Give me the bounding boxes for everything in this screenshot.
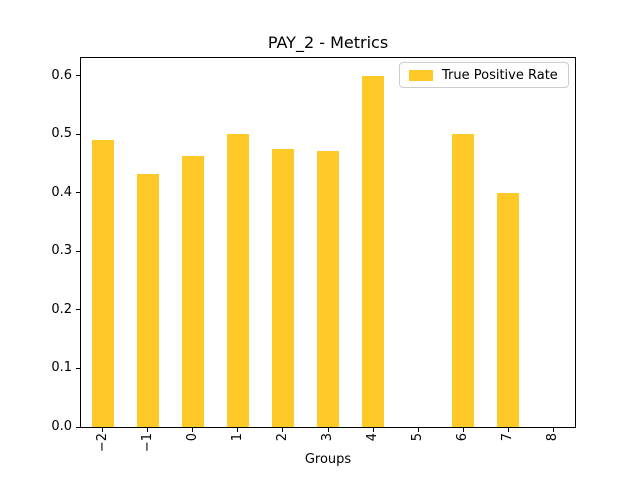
x-tick-mark bbox=[102, 428, 104, 432]
y-tick-mark bbox=[76, 133, 80, 135]
y-tick-mark bbox=[76, 250, 80, 252]
x-tick-mark bbox=[237, 428, 239, 432]
x-tick-mark bbox=[147, 428, 149, 432]
y-tick-label: 0.2 bbox=[51, 301, 72, 317]
bar-group-2 bbox=[271, 148, 294, 427]
y-tick-mark bbox=[76, 192, 80, 194]
legend-swatch-icon bbox=[409, 69, 433, 81]
y-tick-label: 0.0 bbox=[51, 419, 72, 434]
chart-title: PAY_2 - Metrics bbox=[267, 33, 389, 52]
y-tick-label: 0.6 bbox=[51, 67, 72, 83]
x-tick-mark bbox=[507, 428, 509, 432]
x-tick-mark bbox=[372, 428, 374, 432]
y-tick-mark bbox=[76, 75, 80, 77]
bar-group-7 bbox=[497, 192, 520, 427]
bar-group-6 bbox=[452, 134, 475, 427]
y-tick-label: 0.1 bbox=[51, 360, 72, 376]
bar-group-3 bbox=[317, 150, 339, 427]
bar-group-−2 bbox=[91, 140, 114, 427]
y-tick-mark bbox=[76, 309, 80, 311]
x-tick-mark bbox=[552, 428, 554, 432]
legend-label: True Positive Rate bbox=[442, 67, 558, 83]
x-tick-mark bbox=[192, 428, 194, 432]
x-tick-mark bbox=[417, 428, 419, 432]
x-axis-label: Groups bbox=[304, 452, 352, 467]
plot-area bbox=[80, 57, 576, 428]
x-tick-mark bbox=[462, 428, 464, 432]
x-tick-mark bbox=[327, 428, 329, 432]
y-tick-label: 0.3 bbox=[51, 243, 72, 259]
y-tick-mark bbox=[76, 426, 80, 428]
bar-group-0 bbox=[181, 155, 204, 427]
legend: True Positive Rate bbox=[399, 62, 569, 88]
bar-group-4 bbox=[362, 75, 385, 427]
y-tick-label: 0.5 bbox=[51, 126, 72, 142]
bar-group-1 bbox=[226, 134, 249, 427]
x-tick-mark bbox=[282, 428, 284, 432]
y-tick-label: 0.4 bbox=[51, 184, 72, 200]
bar-group-−1 bbox=[136, 173, 159, 427]
y-tick-mark bbox=[76, 367, 80, 369]
